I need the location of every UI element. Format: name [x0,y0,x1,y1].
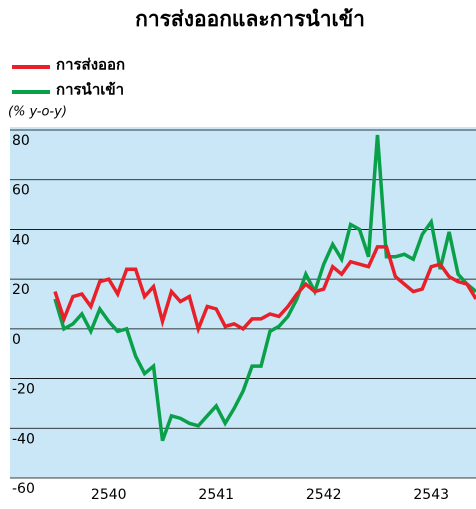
y-tick-label: -60 [12,481,35,497]
y-tick-label: 0 [12,332,21,348]
chart-title: การส่งออกและการนำเข้า [135,7,365,31]
legend-label: การส่งออก [56,56,125,74]
unit-label: (% y-o-y) [8,105,67,120]
series-line [53,245,476,335]
y-tick-label: 40 [12,232,30,248]
x-tick-label: 2541 [198,487,234,503]
x-tick-label: 2542 [306,487,342,503]
x-tick-label: 2540 [91,487,127,503]
legend-label: การนำเข้า [56,81,124,99]
y-tick-label: 20 [12,282,30,298]
y-tick-label: -40 [12,431,35,447]
series-line [53,134,476,442]
y-tick-label: 60 [12,183,30,199]
y-tick-label: -20 [12,382,35,398]
y-tick-label: 80 [12,133,30,149]
x-tick-label: 2543 [413,487,449,503]
